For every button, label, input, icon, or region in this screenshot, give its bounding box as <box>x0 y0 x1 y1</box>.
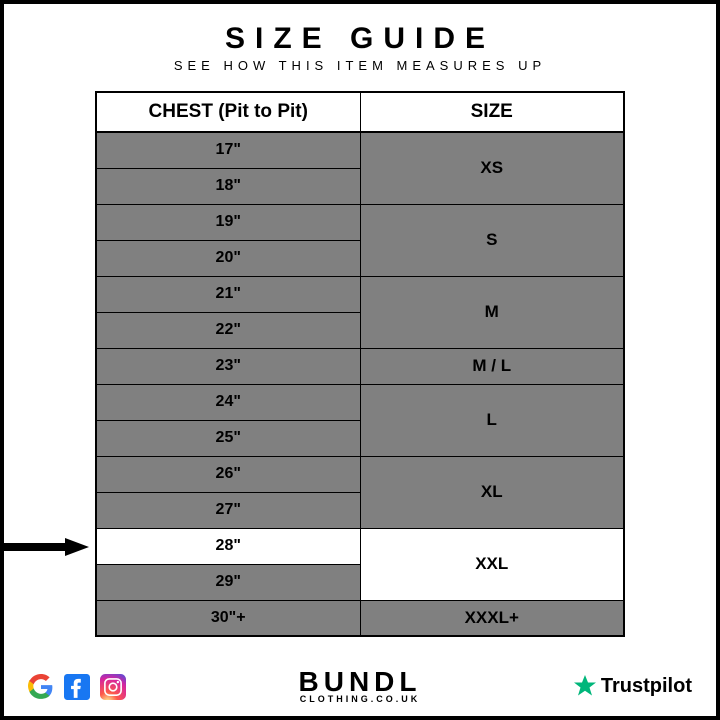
table-row: 21"M <box>96 276 624 312</box>
chest-cell: 26" <box>96 456 360 492</box>
social-icons <box>28 674 126 700</box>
chest-cell: 30"+ <box>96 600 360 636</box>
table-header-row: CHEST (Pit to Pit) SIZE <box>96 92 624 132</box>
chest-cell: 27" <box>96 492 360 528</box>
size-cell: S <box>360 204 624 276</box>
google-icon <box>28 674 54 700</box>
table-row: 19"S <box>96 204 624 240</box>
chest-cell: 20" <box>96 240 360 276</box>
size-cell: XS <box>360 132 624 204</box>
col-header-size: SIZE <box>360 92 624 132</box>
size-guide-table: CHEST (Pit to Pit) SIZE 17"XS18"19"S20"2… <box>95 91 625 637</box>
size-cell: L <box>360 384 624 456</box>
table-row: 24"L <box>96 384 624 420</box>
trustpilot-badge: Trustpilot <box>573 674 692 698</box>
chest-cell: 18" <box>96 168 360 204</box>
chest-cell: 21" <box>96 276 360 312</box>
col-header-chest: CHEST (Pit to Pit) <box>96 92 360 132</box>
chest-cell: 28" <box>96 528 360 564</box>
table-row: 26"XL <box>96 456 624 492</box>
brand-logo: BUNDL CLOTHING.CO.UK <box>299 666 422 704</box>
chest-cell: 29" <box>96 564 360 600</box>
chest-cell: 19" <box>96 204 360 240</box>
table-row: 17"XS <box>96 132 624 168</box>
size-cell: XXXL+ <box>360 600 624 636</box>
chest-cell: 23" <box>96 348 360 384</box>
size-cell: M <box>360 276 624 348</box>
facebook-icon <box>64 674 90 700</box>
size-cell: M / L <box>360 348 624 384</box>
chest-cell: 24" <box>96 384 360 420</box>
brand-subtext: CLOTHING.CO.UK <box>299 694 422 704</box>
page-subtitle: SEE HOW THIS ITEM MEASURES UP <box>4 58 716 73</box>
chest-cell: 22" <box>96 312 360 348</box>
trustpilot-star-icon <box>573 674 597 698</box>
chest-cell: 25" <box>96 420 360 456</box>
page-title: SIZE GUIDE <box>4 22 716 56</box>
size-cell: XL <box>360 456 624 528</box>
trustpilot-label: Trustpilot <box>601 675 692 698</box>
table-row: 30"+XXXL+ <box>96 600 624 636</box>
size-cell: XXL <box>360 528 624 600</box>
table-row: 28"XXL <box>96 528 624 564</box>
footer: BUNDL CLOTHING.CO.UK Trustpilot <box>4 654 716 704</box>
chest-cell: 17" <box>96 132 360 168</box>
current-size-arrow-icon <box>3 538 89 556</box>
instagram-icon <box>100 674 126 700</box>
table-row: 23"M / L <box>96 348 624 384</box>
size-table-container: CHEST (Pit to Pit) SIZE 17"XS18"19"S20"2… <box>95 91 625 637</box>
